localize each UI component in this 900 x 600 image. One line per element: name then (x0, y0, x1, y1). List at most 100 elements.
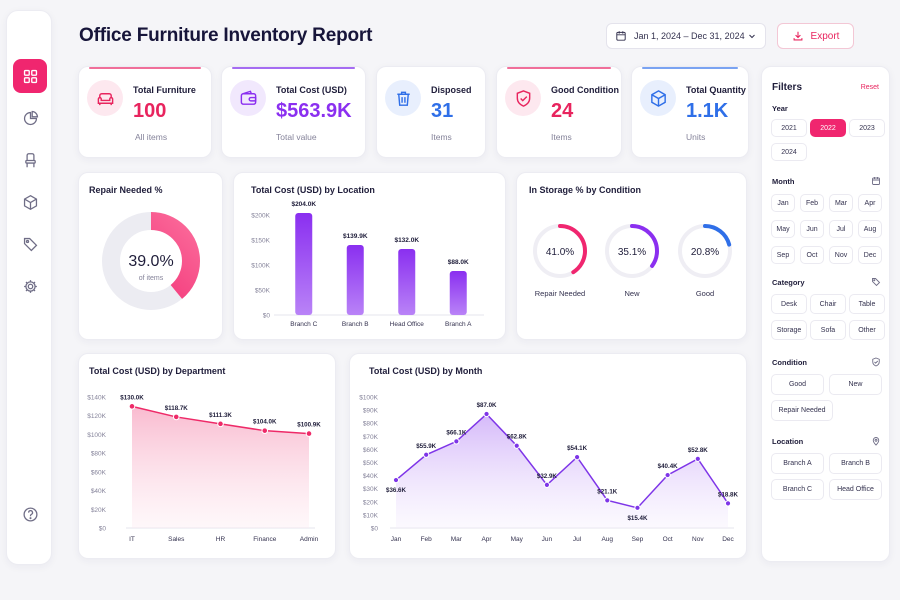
y-tick-label: $30K (363, 486, 379, 493)
data-point[interactable] (513, 442, 520, 449)
condition-chip-repair-needed[interactable]: Repair Needed (771, 400, 833, 421)
condition-chip-new[interactable]: New (829, 374, 882, 395)
map-pin-icon (872, 437, 880, 446)
data-point[interactable] (604, 497, 611, 504)
x-tick-label: Jun (542, 536, 553, 543)
nav-furniture[interactable] (13, 143, 47, 177)
month-chip-may[interactable]: May (771, 220, 795, 238)
month-chip-jan[interactable]: Jan (771, 194, 795, 212)
year-chip-2024[interactable]: 2024 (771, 143, 807, 161)
kpi-value: 100 (133, 100, 167, 122)
bar[interactable] (295, 213, 313, 315)
kpi-accent-line (642, 67, 738, 69)
data-point[interactable] (724, 500, 732, 507)
month-chip-mar[interactable]: Mar (829, 194, 853, 212)
data-point[interactable] (392, 476, 400, 484)
month-chip-feb[interactable]: Feb (800, 194, 824, 212)
department-chart-title: Total Cost (USD) by Department (89, 366, 226, 376)
month-chip-jun[interactable]: Jun (800, 220, 824, 238)
point-data-label: $21.1K (597, 488, 617, 495)
bar[interactable] (449, 271, 467, 315)
series-line (395, 412, 729, 509)
data-point[interactable] (453, 438, 460, 445)
location-chip-branch-c[interactable]: Branch C (771, 479, 824, 500)
point-data-label: $111.3K (209, 412, 232, 419)
nav-settings[interactable] (13, 269, 47, 303)
year-chip-2021[interactable]: 2021 (771, 119, 807, 137)
x-tick-label: Apr (481, 536, 492, 543)
point-data-label: $87.0K (477, 402, 497, 409)
data-point[interactable] (694, 455, 701, 462)
data-point[interactable] (423, 451, 430, 458)
nav-inventory[interactable] (13, 185, 47, 219)
bar[interactable] (346, 245, 364, 315)
month-chip-apr[interactable]: Apr (858, 194, 882, 212)
point-data-label: $32.9K (537, 473, 557, 480)
y-tick-label: $50K (255, 288, 271, 295)
category-chip-table[interactable]: Table (849, 294, 885, 314)
y-tick-label: $200K (251, 213, 270, 220)
export-button[interactable]: Export (777, 23, 854, 49)
year-chip-2023[interactable]: 2023 (849, 119, 885, 137)
category-section-label: Category (772, 278, 805, 287)
trash-icon (396, 91, 410, 106)
y-tick-label: $80K (363, 421, 379, 428)
ring-arc (533, 224, 587, 278)
location-chip-branch-b[interactable]: Branch B (829, 453, 882, 474)
date-range-label: Jan 1, 2024 – Dec 31, 2024 (634, 31, 745, 41)
y-tick-label: $90K (363, 408, 379, 415)
x-tick-label: Mar (451, 536, 463, 543)
ring-value: 41.0% (546, 247, 574, 258)
x-tick-label: Aug (601, 536, 613, 543)
repair-card-title: Repair Needed % (89, 185, 163, 195)
month-chip-jul[interactable]: Jul (829, 220, 853, 238)
condition-section-label: Condition (772, 358, 807, 367)
nav-dashboard[interactable] (13, 59, 47, 93)
point-data-label: $66.1K (446, 429, 466, 436)
ring-value: 35.1% (618, 247, 646, 258)
point-data-label: $15.4K (627, 515, 647, 522)
month-chart-card: Total Cost (USD) by Month $0 $10K $20K $30K… (349, 353, 747, 559)
x-tick-label: Nov (692, 536, 704, 543)
point-data-label: $52.8K (688, 447, 708, 454)
category-chip-other[interactable]: Other (849, 320, 885, 340)
month-chip-oct[interactable]: Oct (800, 246, 824, 264)
month-chip-aug[interactable]: Aug (858, 220, 882, 238)
location-chip-head-office[interactable]: Head Office (829, 479, 882, 500)
kpi-subtext: Items (431, 132, 452, 142)
data-point[interactable] (543, 481, 551, 489)
data-point[interactable] (664, 471, 671, 479)
y-tick-label: $150K (251, 238, 270, 245)
month-chip-nov[interactable]: Nov (829, 246, 853, 264)
data-point[interactable] (172, 413, 180, 421)
date-range-picker[interactable]: Jan 1, 2024 – Dec 31, 2024 (606, 23, 766, 49)
nav-reports[interactable] (13, 101, 47, 135)
reset-filters-link[interactable]: Reset (860, 84, 879, 91)
data-point[interactable] (483, 410, 490, 418)
month-chip-sep[interactable]: Sep (771, 246, 795, 264)
condition-chip-good[interactable]: Good (771, 374, 824, 395)
category-chip-storage[interactable]: Storage (771, 320, 807, 340)
category-chip-desk[interactable]: Desk (771, 294, 807, 314)
data-point[interactable] (573, 454, 581, 461)
x-tick-label: Branch A (445, 321, 472, 328)
category-chip-chair[interactable]: Chair (810, 294, 846, 314)
month-chart-title: Total Cost (USD) by Month (369, 366, 483, 376)
location-chip-branch-a[interactable]: Branch A (771, 453, 824, 474)
filters-panel: Filters Reset Year 2021 2022 2023 2024 M… (761, 66, 890, 562)
nav-help[interactable] (13, 497, 47, 531)
bar[interactable] (398, 249, 416, 315)
kpi-icon-wrap (505, 80, 541, 116)
export-label: Export (810, 30, 840, 42)
category-chip-sofa[interactable]: Sofa (810, 320, 846, 340)
point-data-label: $54.1K (567, 445, 587, 452)
data-point[interactable] (261, 427, 269, 434)
cube-icon (23, 194, 37, 210)
nav-tags[interactable] (13, 227, 47, 261)
data-point[interactable] (217, 420, 224, 428)
data-point[interactable] (634, 504, 641, 511)
month-chip-dec[interactable]: Dec (858, 246, 882, 264)
year-chip-2022[interactable]: 2022 (810, 119, 846, 137)
data-point[interactable] (305, 430, 313, 437)
data-point[interactable] (128, 403, 136, 410)
